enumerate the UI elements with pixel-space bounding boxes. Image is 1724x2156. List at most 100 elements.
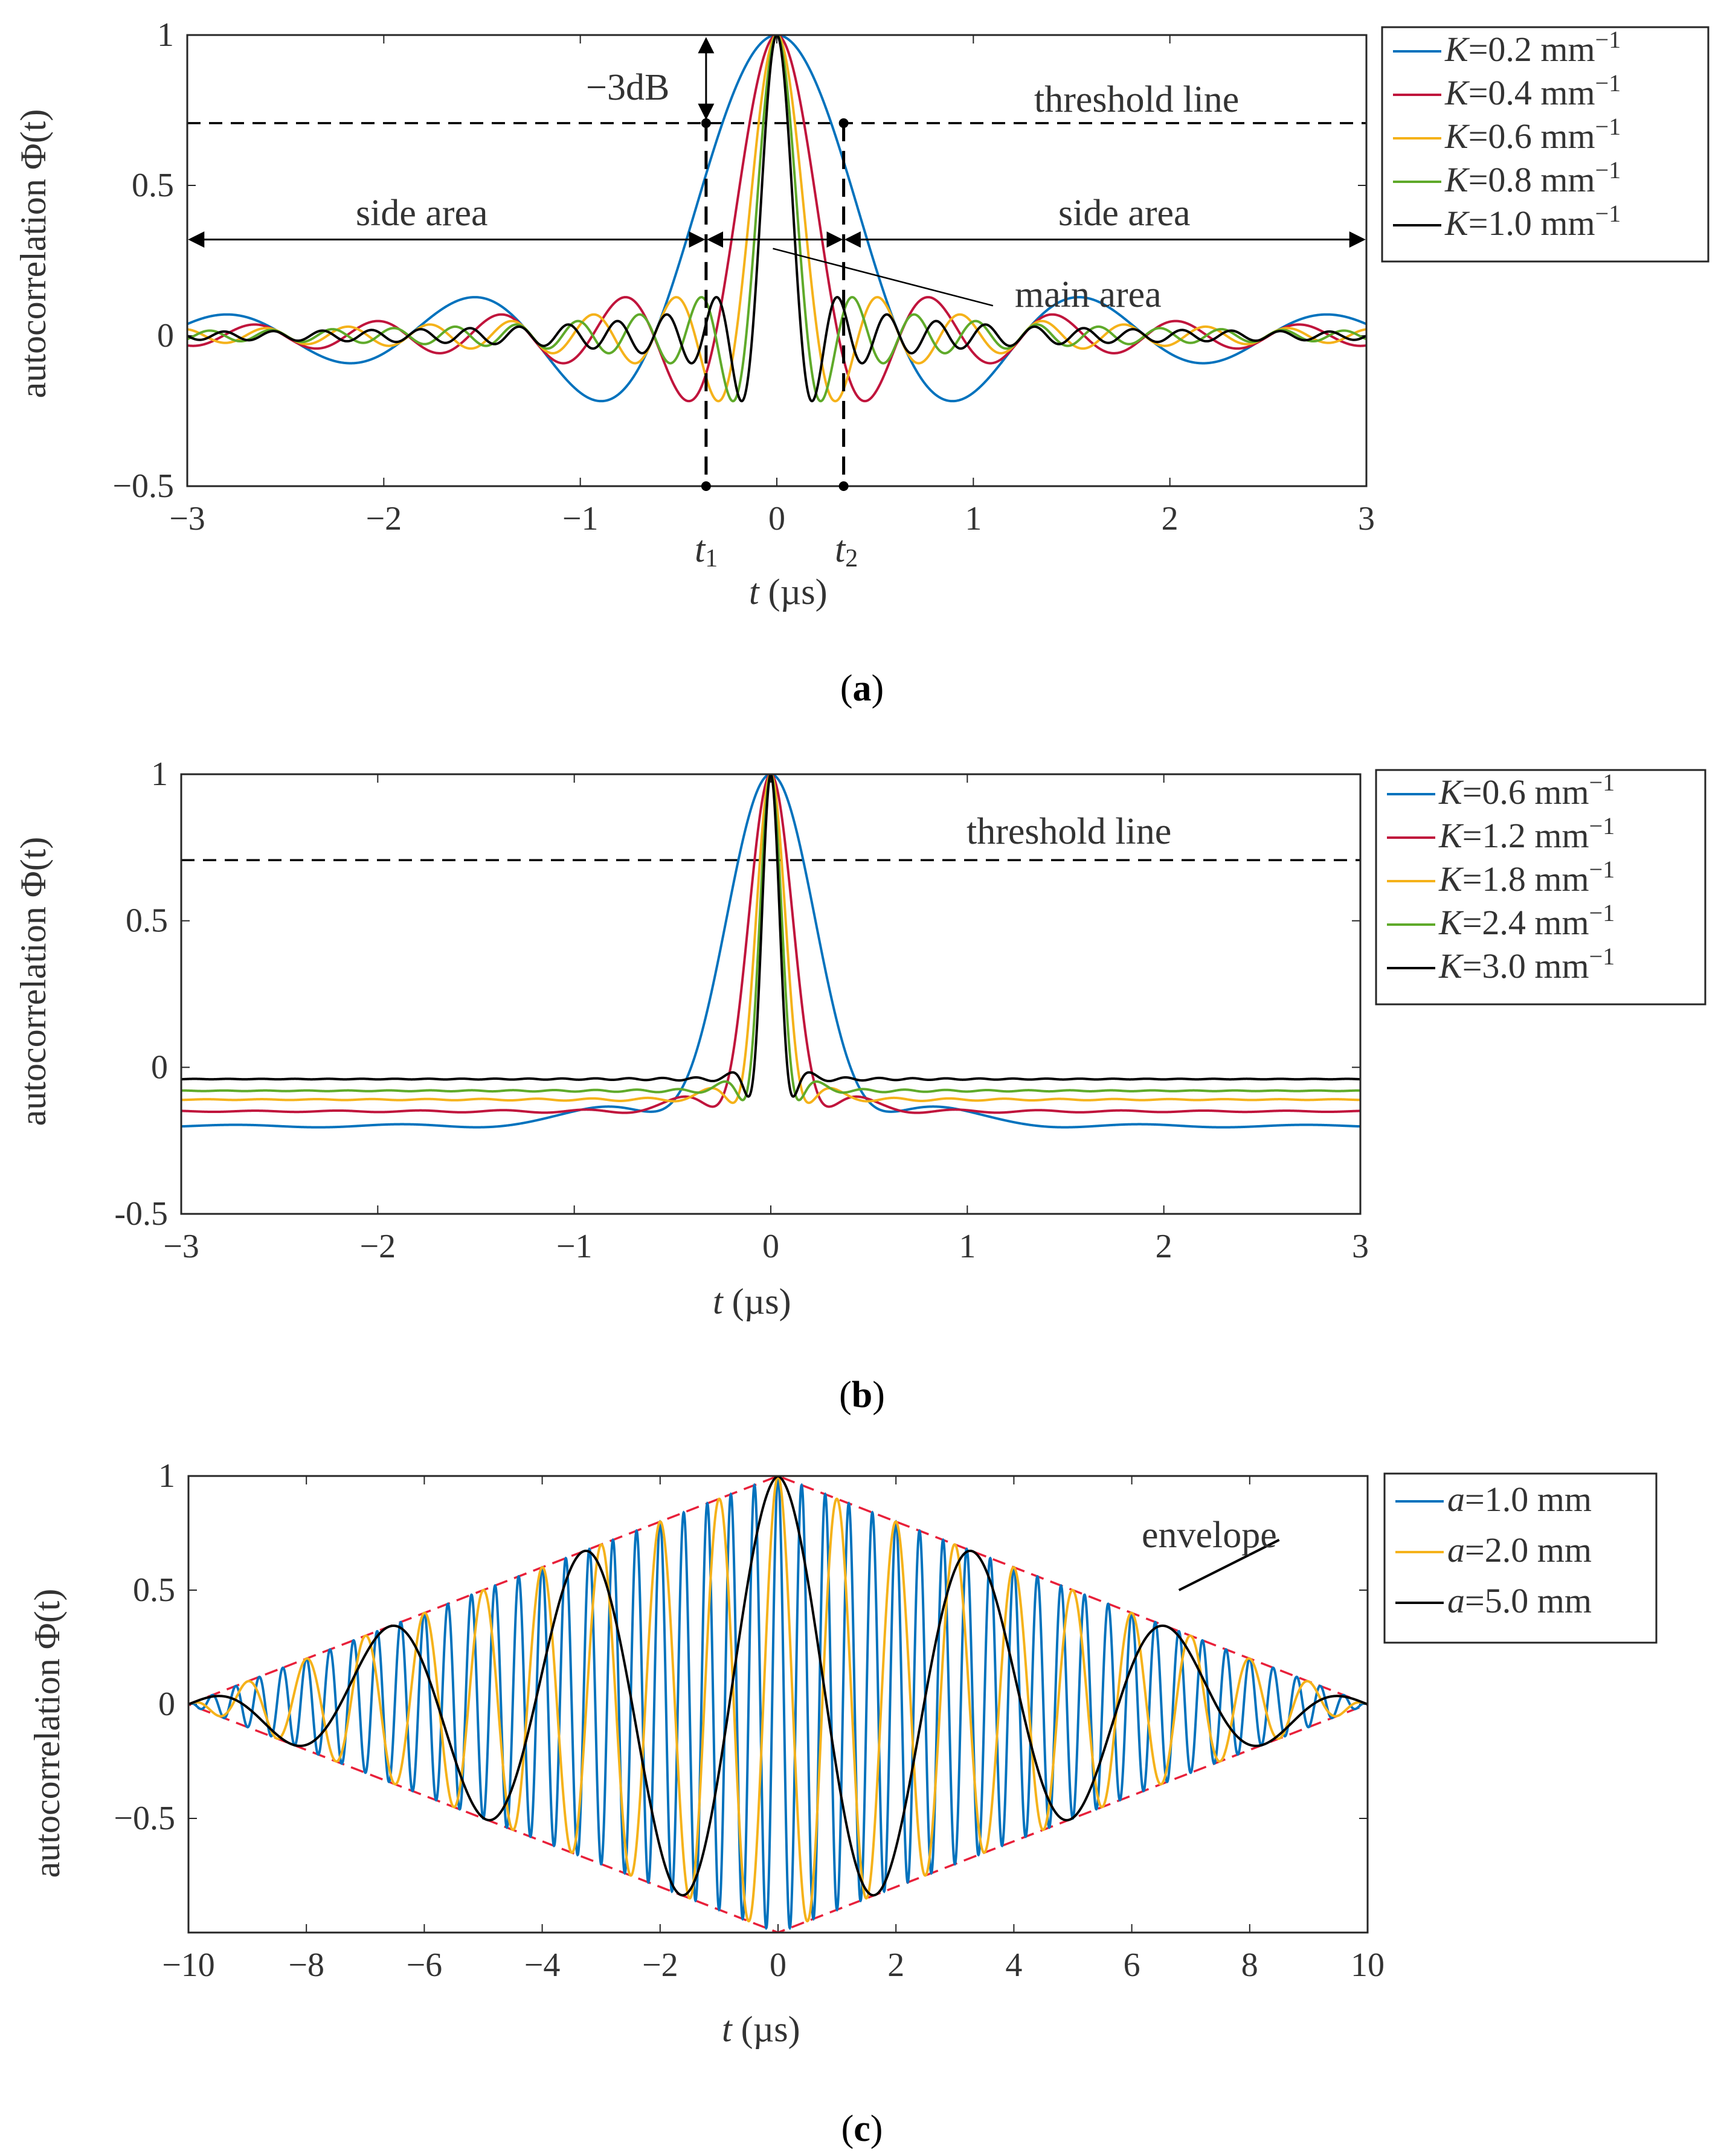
panel-a-caption: (a) <box>840 668 884 709</box>
panel-a-t2-label: t2 <box>835 529 858 573</box>
panel-c-ylabel: autocorrelation Φ(t) <box>27 1589 67 1878</box>
panel-a-threshold-label: threshold line <box>1034 79 1239 120</box>
series-line-0 <box>187 35 1366 403</box>
legend-entry: a=5.0 mm <box>1447 1581 1592 1620</box>
y-tick-label: 0.5 <box>126 902 168 940</box>
axes-box <box>187 1475 1369 1934</box>
x-tick-label: −3 <box>169 500 205 537</box>
panel-c-xlabel: t (µs) <box>722 2009 800 2049</box>
panel-a-side-area-right: side area <box>1058 193 1191 234</box>
panel-c-plot-area: −10 −8 −6 −4 −2 0 2 4 6 8 10 −0.5 0 0.5 1 <box>114 1457 1385 1984</box>
legend-entry: a=1.0 mm <box>1447 1480 1592 1519</box>
panel-c: autocorrelation Φ(t) −10 −8 −6 −4 −2 0 2 4 6 8 10−… <box>27 1457 1658 2149</box>
legend-entry: K=1.2 mm−1 <box>1438 812 1615 855</box>
y-tick-label: -0.5 <box>114 1195 168 1233</box>
panel-c-legend: a=1.0 mm a=2.0 mm a=5.0 mm <box>1383 1472 1658 1644</box>
legend-box <box>1381 26 1710 263</box>
series-line-2 <box>188 1476 1368 1897</box>
x-tick-label: 0 <box>762 1228 779 1265</box>
legend-entry: K=0.8 mm−1 <box>1444 156 1621 199</box>
x-tick-label: 2 <box>1156 1228 1172 1265</box>
legend-entry: a=2.0 mm <box>1447 1530 1592 1570</box>
panel-a-ylabel: autocorrelation Φ(t) <box>13 109 53 399</box>
legend-entry: K=0.4 mm−1 <box>1444 69 1621 112</box>
panel-a-annotations: threshold line −3dB side area side area … <box>188 37 1366 573</box>
y-tick-label: 0.5 <box>133 1571 175 1609</box>
bound-dot-top <box>838 118 849 128</box>
panel-a-side-area-left: side area <box>356 193 488 234</box>
panel-a-legend: K=0.2 mm−1K=0.4 mm−1K=0.6 mm−1K=0.8 mm−1… <box>1381 26 1710 263</box>
x-tick-label: −4 <box>524 1946 561 1984</box>
legend-entry: K=1.0 mm−1 <box>1444 200 1621 243</box>
panel-b-plot-area: −3 −2 −1 0 1 2 3 -0.5 0 0.5 1 <box>114 756 1369 1265</box>
x-tick-label: 6 <box>1124 1946 1140 1984</box>
x-tick-label: 2 <box>887 1946 904 1984</box>
series-line-0 <box>181 774 1360 1129</box>
y-tick-label: 1 <box>157 16 174 54</box>
bound-dot-top <box>701 118 711 128</box>
axes-box <box>180 773 1362 1215</box>
x-tick-label: −2 <box>366 500 402 537</box>
legend-entry: K=0.6 mm−1 <box>1444 113 1621 156</box>
legend-entry: K=3.0 mm−1 <box>1438 943 1615 986</box>
legend-entry: K=2.4 mm−1 <box>1438 899 1615 942</box>
legend-box <box>1375 769 1706 1006</box>
panel-c-envelope-label: envelope <box>1142 1515 1277 1556</box>
panel-c-caption: (c) <box>841 2108 883 2149</box>
bound-dot-bottom <box>701 481 711 491</box>
x-tick-label: 0 <box>770 1946 786 1984</box>
series-group <box>181 774 1360 1129</box>
legend-entry: K=0.6 mm−1 <box>1438 769 1615 812</box>
series-line-2 <box>187 35 1366 403</box>
series-group <box>187 35 1366 403</box>
panel-a: autocorrelation Φ(t) −3 −2 −1 0 1 2 3 −0.5 0 0.5 1… <box>13 16 1710 709</box>
main-area-pointer <box>773 248 994 307</box>
x-tick-label: 1 <box>959 1228 976 1265</box>
legend-entry: K=0.2 mm−1 <box>1444 26 1621 69</box>
panel-b-caption: (b) <box>839 1375 885 1416</box>
series-line-4 <box>181 774 1360 1098</box>
axes-box <box>186 34 1368 487</box>
series-line-3 <box>181 774 1360 1102</box>
x-tick-label: −1 <box>556 1228 593 1265</box>
series-group <box>188 1476 1368 1933</box>
panel-b-ylabel: autocorrelation Φ(t) <box>13 837 53 1126</box>
legend-entry: K=1.8 mm−1 <box>1438 856 1615 899</box>
x-tick-label: −3 <box>163 1228 199 1265</box>
y-tick-label: 1 <box>158 1457 175 1495</box>
x-tick-label: 4 <box>1005 1946 1022 1984</box>
y-tick-label: 0.5 <box>132 167 174 204</box>
y-tick-label: 1 <box>151 756 168 793</box>
series-line-1 <box>181 774 1360 1114</box>
panel-a-db-label: −3dB <box>586 67 669 108</box>
x-tick-label: 1 <box>965 500 982 537</box>
x-tick-label: −2 <box>642 1946 678 1984</box>
x-tick-label: −6 <box>407 1946 443 1984</box>
x-tick-label: 2 <box>1162 500 1179 537</box>
panel-b-xlabel: t (µs) <box>713 1282 791 1321</box>
x-tick-label: 3 <box>1352 1228 1369 1265</box>
y-tick-label: 0 <box>158 1686 175 1723</box>
x-tick-label: −1 <box>562 500 599 537</box>
envelope-pointer <box>1178 1539 1280 1591</box>
panel-a-xlabel: t (µs) <box>749 572 828 612</box>
bound-dot-bottom <box>838 481 849 491</box>
x-tick-label: 10 <box>1351 1946 1385 1984</box>
panel-b-threshold-label: threshold line <box>967 811 1171 852</box>
x-tick-label: 3 <box>1358 500 1375 537</box>
x-tick-label: 8 <box>1241 1946 1258 1984</box>
y-tick-label: 0 <box>151 1048 168 1086</box>
series-line-4 <box>187 35 1366 403</box>
series-line-3 <box>187 35 1366 403</box>
series-line-2 <box>181 774 1360 1105</box>
panel-b: autocorrelation Φ(t) −3 −2 −1 0 1 2 3 -0.5 0 0.5 1… <box>13 756 1706 1416</box>
x-tick-label: −2 <box>360 1228 396 1265</box>
panel-b-legend: K=0.6 mm−1K=1.2 mm−1K=1.8 mm−1K=2.4 mm−1… <box>1375 769 1706 1006</box>
series-line-1 <box>188 1476 1368 1923</box>
panel-a-plot-area: −3 −2 −1 0 1 2 3 −0.5 0 0.5 1 <box>112 16 1375 537</box>
series-line-1 <box>187 35 1366 403</box>
x-tick-label: 0 <box>768 500 785 537</box>
panel-a-main-area-label: main area <box>1015 274 1162 315</box>
y-tick-label: −0.5 <box>114 1800 175 1837</box>
